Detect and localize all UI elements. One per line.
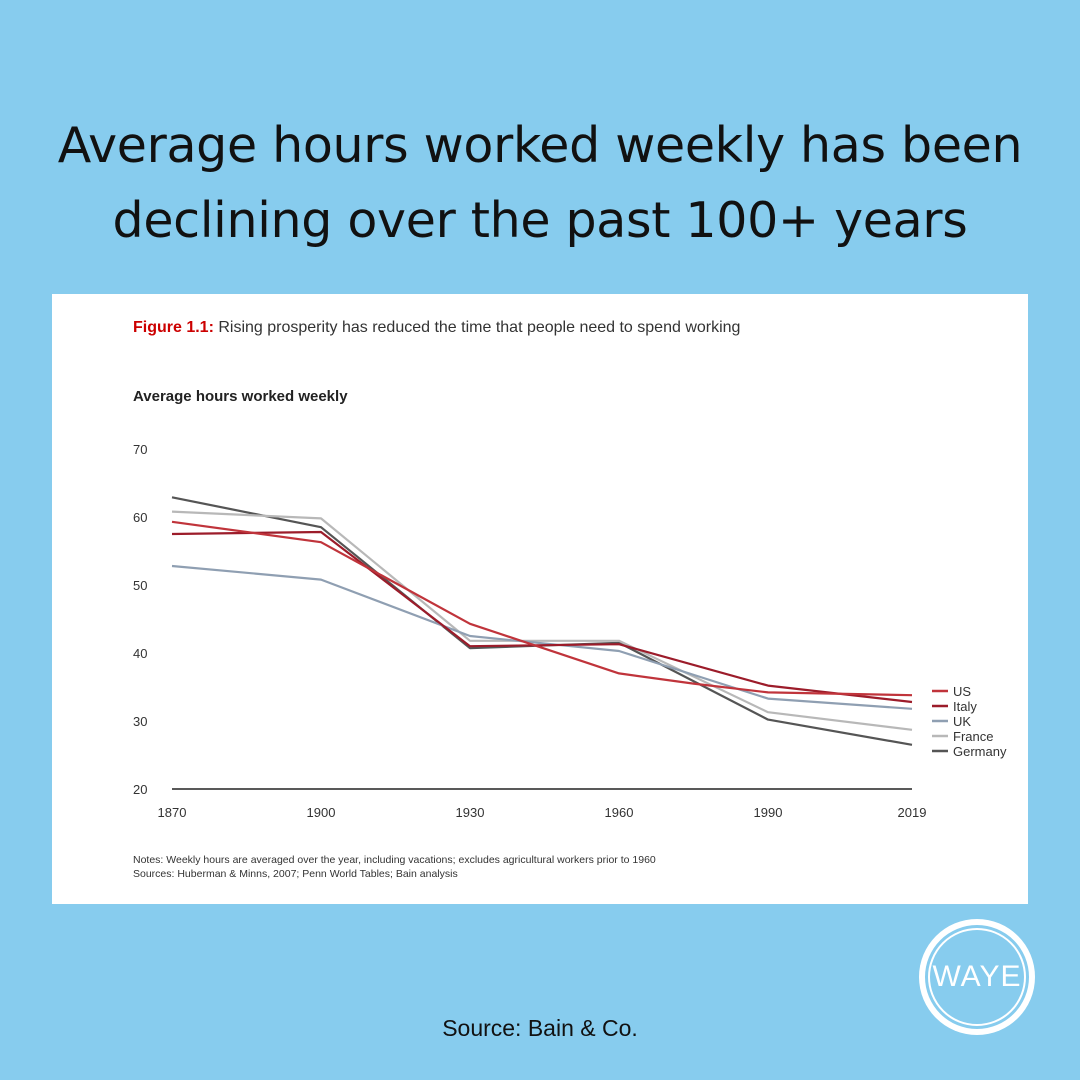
legend-label-france: France	[953, 729, 993, 744]
series-line-france	[171, 510, 913, 731]
chart-notes: Notes: Weekly hours are averaged over th…	[133, 853, 656, 881]
figure-caption-text: Rising prosperity has reduced the time t…	[213, 319, 741, 336]
y-tick-label-70: 70	[133, 442, 147, 457]
x-tick-label-1960: 1960	[605, 805, 634, 820]
chart-card: Figure 1.1: Rising prosperity has reduce…	[52, 294, 1028, 904]
notes-text: Notes: Weekly hours are averaged over th…	[133, 854, 656, 866]
y-tick-label-50: 50	[133, 578, 147, 593]
headline-line-1: Average hours worked weekly has been	[57, 117, 1023, 174]
y-tick-label-40: 40	[133, 646, 147, 661]
y-tick-label-60: 60	[133, 510, 147, 525]
legend-label-italy: Italy	[953, 699, 977, 714]
chart-title: Average hours worked weekly	[133, 388, 348, 405]
line-chart: 70 60 50 40 30 20 1870 1900 1930 1960 1990 2019 USIt…	[133, 442, 1007, 820]
series-line-uk	[171, 564, 913, 710]
x-tick-label-1870: 1870	[158, 805, 187, 820]
headline-line-2: declining over the past 100+ years	[112, 192, 968, 249]
series-line-germany	[171, 496, 913, 746]
figure-caption: Figure 1.1: Rising prosperity has reduce…	[133, 319, 740, 337]
legend-label-uk: UK	[953, 714, 971, 729]
legend-label-germany: Germany	[953, 744, 1007, 759]
figure-number: Figure 1.1:	[133, 319, 214, 336]
logo-text: WAYE	[932, 960, 1022, 993]
y-tick-label-20: 20	[133, 782, 147, 797]
x-tick-label-1930: 1930	[456, 805, 485, 820]
x-tick-label-2019: 2019	[898, 805, 927, 820]
series-line-us	[171, 520, 913, 697]
logo-ring	[928, 928, 1026, 1026]
legend-label-us: US	[953, 684, 971, 699]
waye-logo-icon: WAYE	[919, 919, 1035, 1035]
headline: Average hours worked weekly has been dec…	[0, 108, 1080, 258]
sources-text: Sources: Huberman & Minns, 2007; Penn Wo…	[133, 868, 458, 880]
source-credit: Source: Bain & Co.	[442, 1015, 638, 1041]
x-tick-label-1900: 1900	[307, 805, 336, 820]
series-line-italy	[171, 530, 913, 704]
y-tick-label-30: 30	[133, 714, 147, 729]
x-tick-label-1990: 1990	[754, 805, 783, 820]
